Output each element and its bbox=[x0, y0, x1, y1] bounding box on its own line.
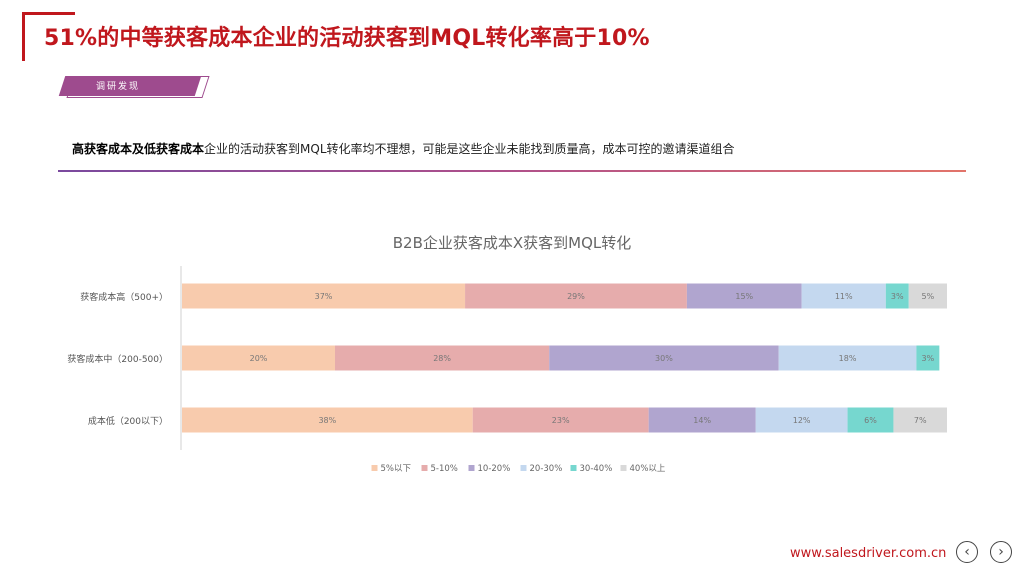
bar-segment bbox=[847, 407, 894, 433]
legend-label: 20-30% bbox=[530, 464, 563, 474]
bar-segment bbox=[182, 283, 466, 309]
bar-segment bbox=[182, 407, 473, 433]
bar-segment bbox=[335, 345, 550, 371]
category-label: 成本低（200以下） bbox=[88, 415, 168, 427]
legend-swatch bbox=[620, 465, 627, 471]
data-label: 23% bbox=[552, 416, 570, 425]
bar-segment bbox=[549, 345, 779, 371]
bar-segment bbox=[465, 283, 687, 309]
data-label: 38% bbox=[318, 416, 336, 425]
bar-segment bbox=[916, 345, 940, 371]
legend-swatch bbox=[520, 465, 527, 471]
bar-segment bbox=[778, 345, 917, 371]
section-tag: 调研发现 bbox=[56, 76, 210, 98]
data-label: 14% bbox=[693, 416, 711, 425]
next-page-button[interactable]: › bbox=[990, 541, 1012, 563]
bar-segment bbox=[885, 283, 909, 309]
bar-segment bbox=[686, 283, 802, 309]
category-label: 获客成本高（500+） bbox=[80, 291, 168, 303]
data-label: 28% bbox=[433, 354, 451, 363]
data-label: 29% bbox=[567, 292, 585, 301]
bar-segment bbox=[755, 407, 848, 433]
category-label: 获客成本中（200-500） bbox=[67, 353, 168, 365]
legend-label: 30-40% bbox=[580, 464, 613, 474]
stacked-bar-chart: 获客成本高（500+） 37% 29% 15% 11% 3% 5% 获客成本中（200-500… bbox=[67, 266, 947, 474]
data-label: 5% bbox=[922, 292, 935, 301]
bar-segment bbox=[472, 407, 649, 433]
data-label: 7% bbox=[914, 416, 927, 425]
legend-swatch bbox=[570, 465, 577, 471]
data-label: 11% bbox=[835, 292, 853, 301]
key-finding: 高获客成本及低获客成本企业的活动获客到MQL转化率均不理想，可能是这些企业未能找… bbox=[72, 140, 735, 157]
bar-segment bbox=[182, 345, 335, 371]
page-title: 51%的中等获客成本企业的活动获客到MQL转化率高于10% bbox=[44, 26, 650, 51]
data-label: 6% bbox=[864, 416, 877, 425]
legend-swatch bbox=[468, 465, 475, 471]
legend-swatch bbox=[371, 465, 378, 471]
data-label: 15% bbox=[735, 292, 753, 301]
data-label: 3% bbox=[922, 354, 935, 363]
legend-label: 5-10% bbox=[431, 464, 458, 474]
key-finding-rest: 企业的活动获客到MQL转化率均不理想，可能是这些企业未能找到质量高，成本可控的邀… bbox=[204, 142, 735, 156]
data-label: 37% bbox=[315, 292, 333, 301]
legend-label: 40%以上 bbox=[630, 464, 666, 474]
gradient-divider bbox=[58, 170, 966, 172]
bar-segment bbox=[648, 407, 756, 433]
data-label: 12% bbox=[793, 416, 811, 425]
bar-segment bbox=[801, 283, 886, 309]
footer-url[interactable]: www.salesdriver.com.cn bbox=[790, 546, 947, 561]
bar-segment bbox=[893, 407, 947, 433]
chevron-left-icon: ‹ bbox=[964, 544, 970, 560]
bar-segment bbox=[908, 283, 947, 309]
data-label: 3% bbox=[891, 292, 904, 301]
corner-bracket-decoration bbox=[22, 12, 75, 61]
prev-page-button[interactable]: ‹ bbox=[956, 541, 978, 563]
data-label: 20% bbox=[250, 354, 268, 363]
legend-swatch bbox=[421, 465, 428, 471]
section-tag-label: 调研发现 bbox=[96, 82, 141, 92]
legend-label: 5%以下 bbox=[381, 464, 412, 474]
key-finding-bold: 高获客成本及低获客成本 bbox=[72, 142, 205, 156]
data-label: 18% bbox=[839, 354, 857, 363]
chevron-right-icon: › bbox=[998, 544, 1004, 560]
legend-label: 10-20% bbox=[478, 464, 511, 474]
chart-title: B2B企业获客成本X获客到MQL转化 bbox=[392, 234, 632, 252]
data-label: 30% bbox=[655, 354, 673, 363]
